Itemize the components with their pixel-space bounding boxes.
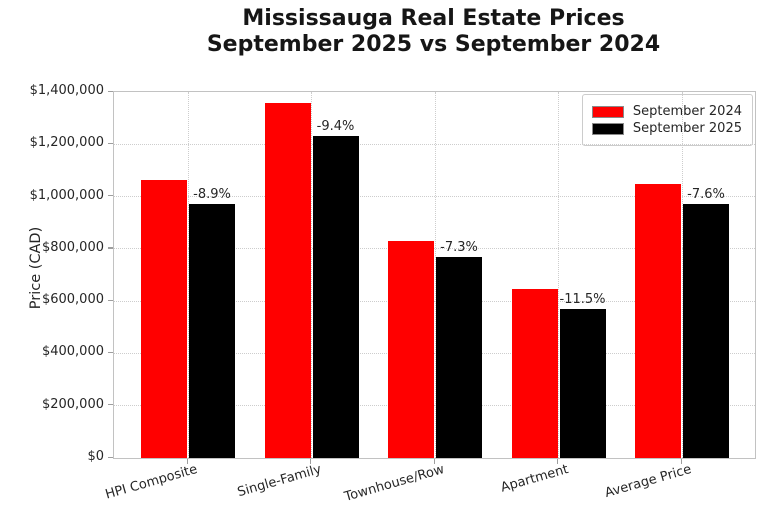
x-tick-mark — [680, 458, 682, 464]
y-tick-label: $1,400,000 — [29, 83, 104, 98]
pct-change-label-average-price: -7.6% — [687, 187, 725, 203]
y-tick-label: $200,000 — [41, 396, 104, 412]
legend-item-september-2024: September 2024 — [591, 104, 742, 119]
bar-september-2025-apartment — [559, 308, 606, 458]
bar-september-2025-hpi-composite — [189, 204, 235, 458]
chart-title-line-1: Mississauga Real Estate Prices — [242, 6, 625, 31]
chart-title-line-2: September 2025 vs September 2024 — [206, 32, 661, 57]
v-gridline — [558, 92, 559, 458]
v-gridline — [434, 92, 436, 458]
bar-september-2024-apartment — [511, 289, 558, 458]
v-gridline — [681, 92, 683, 458]
y-tick-mark — [108, 299, 113, 301]
bar-september-2024-townhouse-row — [388, 241, 434, 458]
bar-september-2025-average-price — [683, 204, 729, 458]
bar-september-2024-single-family — [264, 102, 311, 458]
y-tick-mark — [108, 404, 113, 406]
y-tick-mark — [108, 456, 113, 458]
x-tick-mark — [433, 458, 435, 464]
pct-change-label-single-family: -9.4% — [316, 118, 355, 134]
bar-september-2024-hpi-composite — [141, 179, 187, 458]
legend-label-september-2025: September 2025 — [632, 121, 742, 136]
y-tick-label: $600,000 — [41, 292, 104, 308]
bar-september-2025-single-family — [312, 135, 359, 458]
bar-september-2024-average-price — [635, 183, 681, 458]
chart-title: Mississauga Real Estate Prices September… — [113, 6, 754, 58]
y-tick-mark — [108, 351, 113, 354]
pct-change-label-apartment: -11.5% — [559, 291, 606, 307]
x-tick-mark — [557, 458, 559, 464]
legend-swatch-black — [591, 122, 624, 135]
bar-september-2025-townhouse-row — [436, 257, 482, 458]
y-tick-mark — [108, 247, 113, 249]
y-tick-mark — [108, 90, 113, 92]
x-tick-mark — [186, 458, 188, 464]
pct-change-label-hpi-composite: -8.9% — [193, 187, 231, 203]
y-tick-label: $1,000,000 — [29, 187, 104, 203]
v-gridline — [187, 92, 189, 458]
y-tick-label: $800,000 — [41, 239, 104, 255]
legend-item-september-2025: September 2025 — [591, 121, 742, 136]
legend-label-september-2024: September 2024 — [632, 104, 742, 119]
y-tick-mark — [108, 142, 113, 144]
plot-area: September 2024 September 2025 -8.9% -9.4%… — [113, 91, 756, 459]
y-tick-label: $0 — [87, 449, 104, 464]
v-gridline — [311, 92, 312, 458]
y-tick-label: $1,200,000 — [29, 135, 104, 151]
y-tick-mark — [108, 195, 113, 197]
legend-swatch-red — [591, 105, 624, 118]
x-tick-mark — [310, 458, 312, 464]
legend: September 2024 September 2025 — [581, 94, 753, 146]
pct-change-label-townhouse-row: -7.3% — [440, 240, 478, 255]
y-tick-label: $400,000 — [41, 344, 104, 360]
